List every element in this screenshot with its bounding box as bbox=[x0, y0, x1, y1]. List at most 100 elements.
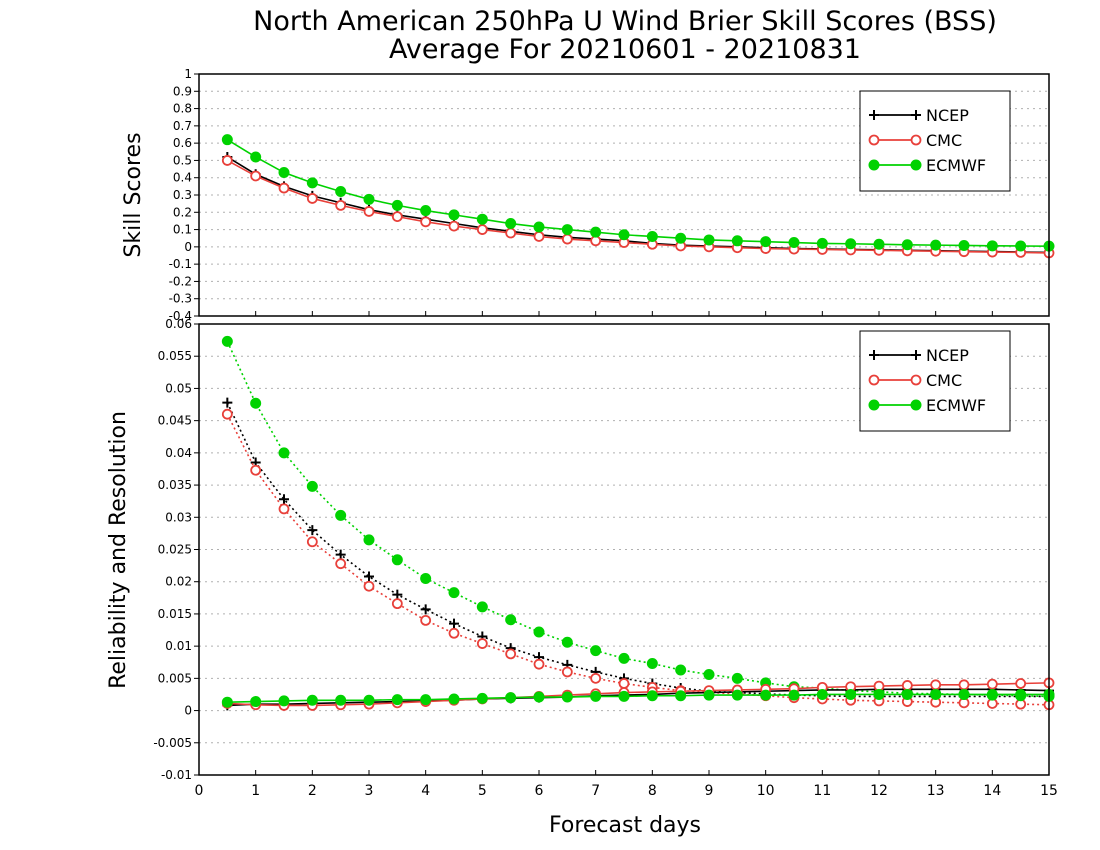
skill-legend-marker bbox=[910, 159, 922, 171]
skill-legend-marker bbox=[868, 134, 880, 146]
relres-ecmwf-reliability-point bbox=[505, 614, 517, 626]
relres-cmc-reliability-point bbox=[335, 558, 347, 570]
relres-ncep-reliability-point bbox=[420, 604, 431, 615]
x-tick-label: 2 bbox=[308, 783, 317, 799]
relres-ecmwf-reliability-point bbox=[335, 509, 347, 521]
skill-ecmwf-point bbox=[250, 151, 262, 163]
skill-ecmwf-point bbox=[505, 218, 517, 230]
skill-y-tick-label: -0.4 bbox=[169, 309, 192, 323]
skill-ecmwf-point bbox=[561, 224, 573, 236]
relres-ecmwf-resolution-point bbox=[561, 691, 573, 703]
relres-cmc-reliability-point bbox=[505, 648, 517, 660]
relres-cmc-reliability-point bbox=[448, 627, 460, 639]
skill-ecmwf-point bbox=[448, 209, 460, 221]
skill-y-tick-label: -0.1 bbox=[169, 257, 192, 271]
relres-cmc-reliability-point bbox=[363, 580, 375, 592]
relres-ncep-reliability-point bbox=[279, 494, 289, 505]
skill-ecmwf-point bbox=[533, 221, 545, 233]
relres-ecmwf-resolution-point bbox=[646, 690, 658, 702]
relres-ecmwf-resolution-point bbox=[901, 688, 913, 700]
relres-ecmwf-resolution-point bbox=[760, 689, 772, 701]
skill-ecmwf-point bbox=[420, 205, 432, 217]
relres-ecmwf-reliability-point bbox=[363, 534, 375, 546]
x-tick-label: 9 bbox=[705, 783, 714, 799]
x-tick-label: 7 bbox=[591, 783, 600, 799]
skill-y-tick-label: 1 bbox=[184, 67, 192, 81]
skill-cmc-point bbox=[420, 216, 432, 228]
skill-cmc-point bbox=[250, 170, 262, 182]
relres-ecmwf-resolution-point bbox=[986, 688, 998, 700]
relres-y-axis-label: Reliability and Resolution bbox=[106, 411, 131, 689]
x-tick-label: 12 bbox=[870, 783, 888, 799]
skill-cmc-point bbox=[335, 199, 347, 211]
x-tick-label: 13 bbox=[927, 783, 945, 799]
relres-legend-label: ECMWF bbox=[926, 396, 986, 415]
skill-ecmwf-point bbox=[958, 239, 970, 251]
skill-ecmwf-point bbox=[278, 167, 290, 179]
relres-ecmwf-reliability-point bbox=[221, 335, 233, 347]
skill-ecmwf-point bbox=[306, 177, 318, 189]
relres-cmc-reliability-point bbox=[306, 536, 318, 548]
skill-legend-marker bbox=[869, 110, 879, 120]
skill-cmc-point bbox=[278, 182, 290, 194]
relres-ecmwf-reliability-point bbox=[476, 601, 488, 613]
skill-ecmwf-point bbox=[590, 226, 602, 238]
skill-ecmwf-point bbox=[760, 236, 772, 248]
skill-cmc-point bbox=[448, 220, 460, 232]
x-tick-label: 3 bbox=[365, 783, 374, 799]
skill-cmc-point bbox=[306, 193, 318, 204]
relres-ecmwf-resolution-point bbox=[675, 690, 687, 702]
skill-ecmwf-point bbox=[703, 234, 715, 246]
skill-y-tick-label: 0.4 bbox=[173, 171, 192, 185]
relres-ncep-reliability-point bbox=[392, 589, 403, 600]
skill-y-tick-label: 0.6 bbox=[173, 136, 192, 150]
relres-cmc-reliability-point bbox=[476, 638, 488, 649]
relres-ecmwf-resolution-point bbox=[391, 694, 403, 706]
skill-cmc-point bbox=[533, 231, 545, 242]
skill-plot-frame bbox=[198, 73, 1050, 317]
skill-y-tick-label: -0.3 bbox=[169, 292, 192, 306]
relres-ecmwf-reliability-point bbox=[561, 636, 573, 648]
skill-y-tick-label: -0.2 bbox=[169, 274, 192, 288]
skill-ecmwf-point bbox=[873, 238, 885, 250]
chart-title-line2: Average For 20210601 - 20210831 bbox=[389, 34, 861, 65]
relres-legend-marker bbox=[868, 399, 880, 411]
skill-ecmwf-point bbox=[930, 239, 942, 251]
relres-cmc-reliability-point bbox=[221, 408, 233, 420]
skill-ecmwf-point bbox=[1015, 240, 1027, 252]
skill-y-tick-label: 0.1 bbox=[173, 223, 192, 237]
skill-ecmwf-point bbox=[476, 213, 488, 225]
relres-ecmwf-resolution-line bbox=[227, 693, 1049, 703]
skill-y-tick-label: 0.2 bbox=[173, 205, 192, 219]
skill-cmc-point bbox=[561, 233, 573, 245]
relres-cmc-reliability-point bbox=[420, 614, 432, 626]
skill-y-tick-label: 0.7 bbox=[173, 119, 192, 133]
relres-y-tick-label: 0.005 bbox=[158, 671, 192, 685]
relres-ecmwf-resolution-point bbox=[1015, 688, 1027, 700]
relres-y-tick-label: 0.025 bbox=[158, 543, 192, 557]
skill-y-tick-label: 0.3 bbox=[173, 188, 192, 202]
skill-ecmwf-point bbox=[986, 240, 998, 252]
relres-ecmwf-resolution-point bbox=[703, 689, 715, 701]
x-tick-label: 15 bbox=[1040, 783, 1058, 799]
relres-ncep-reliability-point bbox=[364, 571, 374, 582]
skill-legend-label: NCEP bbox=[926, 106, 969, 125]
relres-legend-marker bbox=[869, 350, 879, 360]
relres-y-tick-label: 0.015 bbox=[158, 607, 192, 621]
skill-ecmwf-point bbox=[731, 235, 743, 247]
relres-y-tick-label: -0.005 bbox=[153, 736, 192, 750]
relres-y-tick-label: 0.055 bbox=[158, 349, 192, 363]
relres-y-tick-label: 0.04 bbox=[165, 446, 192, 460]
relres-ecmwf-resolution-point bbox=[873, 688, 885, 700]
relres-ecmwf-resolution-point bbox=[221, 696, 233, 708]
skill-ecmwf-point bbox=[618, 229, 630, 241]
relres-ncep-reliability-line bbox=[226, 402, 1049, 698]
relres-ecmwf-reliability-point bbox=[448, 587, 460, 599]
skill-y-axis-label: Skill Scores bbox=[121, 132, 146, 257]
relres-ecmwf-resolution-point bbox=[448, 693, 460, 705]
relres-cmc-resolution-point bbox=[930, 679, 942, 691]
relres-ecmwf-reliability-point bbox=[618, 652, 630, 664]
skill-ecmwf-point bbox=[391, 199, 403, 211]
relres-y-tick-label: 0.01 bbox=[165, 639, 192, 653]
relres-cmc-resolution-point bbox=[958, 679, 970, 691]
